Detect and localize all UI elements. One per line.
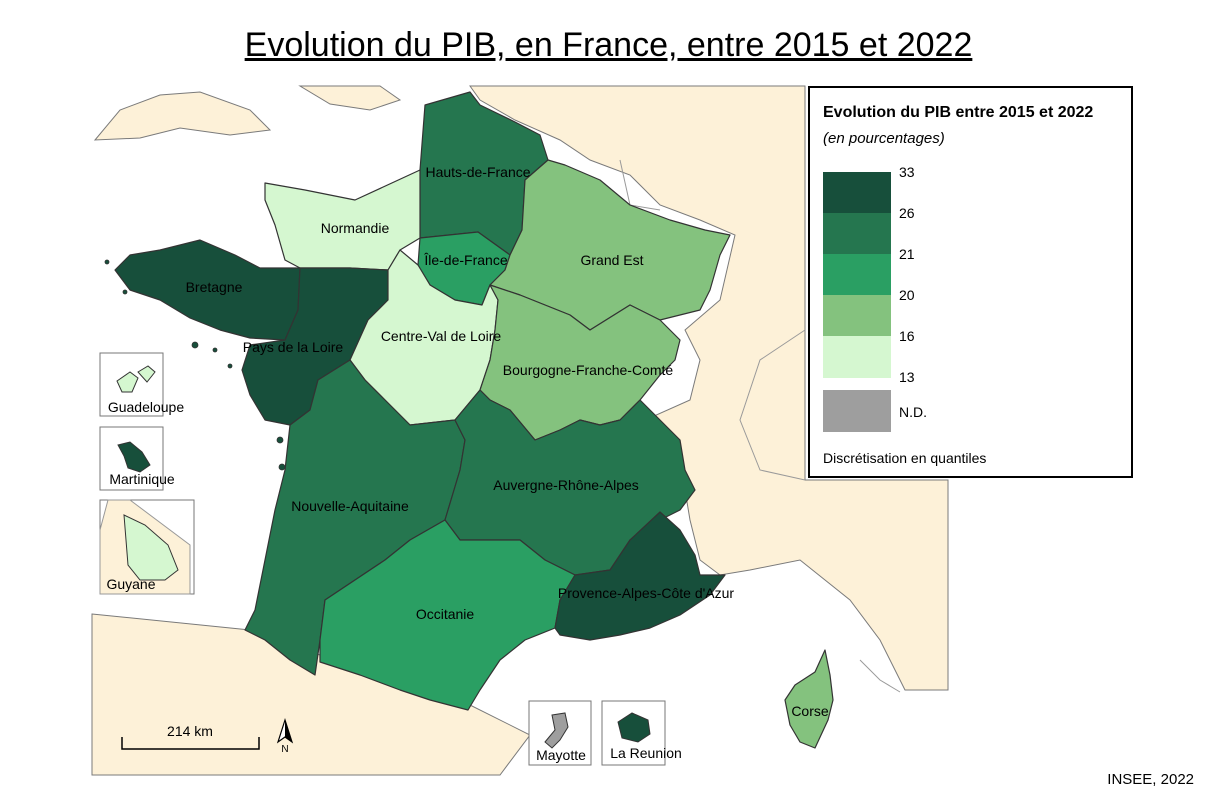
legend: Evolution du PIB entre 2015 et 2022 (en …: [808, 86, 1133, 478]
legend-swatch-5: [823, 336, 891, 378]
legend-nd-label: N.D.: [899, 404, 927, 420]
scale-bar-label: 214 km: [167, 723, 213, 739]
label-guadeloupe: Guadeloupe: [108, 399, 185, 415]
label-martinique: Martinique: [109, 471, 175, 487]
scale-bar: 214 km: [121, 723, 260, 750]
legend-break-1: 33: [899, 164, 915, 180]
legend-swatch-nd: [823, 390, 891, 432]
label-grand-est: Grand Est: [580, 252, 643, 268]
legend-break-5: 16: [899, 328, 915, 344]
label-bretagne: Bretagne: [186, 279, 243, 295]
inset-la-reunion: [601, 700, 666, 766]
legend-break-3: 21: [899, 246, 915, 262]
label-guyane: Guyane: [106, 576, 155, 592]
north-label: N: [281, 744, 288, 755]
legend-swatch-2: [823, 213, 891, 255]
coastal-islands: [104, 259, 286, 471]
regions: [114, 91, 834, 749]
label-pays-de-la-loire: Pays de la Loire: [243, 339, 344, 355]
label-paca: Provence-Alpes-Côte d'Azur: [558, 585, 735, 601]
label-ile-de-france: Île-de-France: [423, 252, 507, 268]
inset-mayotte: [528, 700, 592, 766]
source-credit: INSEE, 2022: [1107, 771, 1194, 788]
legend-break-4: 20: [899, 287, 915, 303]
north-arrow-icon: N: [276, 718, 294, 755]
legend-note: Discrétisation en quantiles: [823, 450, 987, 466]
legend-title: Evolution du PIB entre 2015 et 2022: [823, 104, 1094, 121]
label-centre-val-de-loire: Centre-Val de Loire: [381, 328, 502, 344]
inset-guyane: [99, 499, 195, 595]
legend-swatch-4: [823, 295, 891, 337]
neighbour-land: [91, 85, 949, 776]
legend-swatch-1: [823, 172, 891, 214]
legend-swatch-3: [823, 254, 891, 296]
label-mayotte: Mayotte: [536, 747, 586, 763]
label-occitanie: Occitanie: [416, 606, 475, 622]
legend-subtitle: (en pourcentages): [823, 130, 945, 147]
inset-guadeloupe: [99, 352, 164, 417]
legend-break-6: 13: [899, 369, 915, 385]
label-auvergne-rhone-alpes: Auvergne-Rhône-Alpes: [493, 477, 639, 493]
legend-break-2: 26: [899, 205, 915, 221]
region-paca[interactable]: [554, 511, 726, 641]
region-corse[interactable]: [784, 649, 834, 749]
inset-martinique: [99, 426, 164, 491]
region-labels: Hauts-de-France Normandie Île-de-France …: [106, 164, 828, 763]
map-title: Evolution du PIB, en France, entre 2015 …: [244, 26, 973, 64]
label-nouvelle-aquitaine: Nouvelle-Aquitaine: [291, 498, 409, 514]
label-normandie: Normandie: [321, 220, 390, 236]
label-corse: Corse: [791, 703, 829, 719]
label-bourgogne-franche-comte: Bourgogne-Franche-Comté: [503, 362, 674, 378]
label-hauts-de-france: Hauts-de-France: [425, 164, 530, 180]
label-la-reunion: La Reunion: [610, 745, 682, 761]
